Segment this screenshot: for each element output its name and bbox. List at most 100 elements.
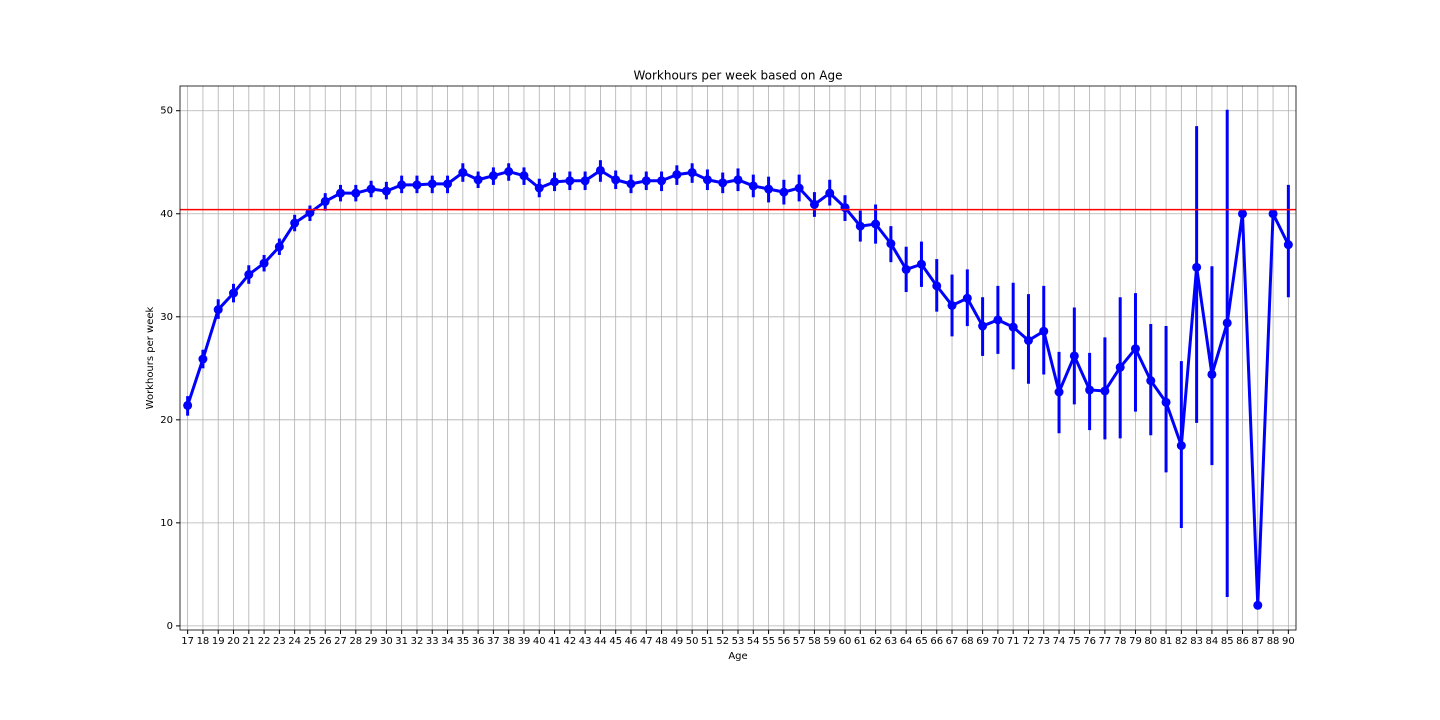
point — [886, 239, 896, 249]
x-tick-label: 41 — [548, 636, 561, 647]
x-tick-label: 32 — [411, 636, 424, 647]
point — [504, 167, 514, 177]
x-tick-label: 78 — [1114, 636, 1127, 647]
x-tick-label: 46 — [625, 636, 638, 647]
point — [351, 188, 361, 198]
x-tick-label: 57 — [793, 636, 806, 647]
point — [611, 175, 621, 185]
point — [840, 203, 850, 213]
plot-frame — [179, 85, 1297, 631]
point — [748, 181, 758, 191]
point — [183, 400, 193, 410]
point — [1146, 376, 1156, 386]
point — [443, 179, 453, 189]
x-tick-label: 83 — [1190, 636, 1203, 647]
point — [305, 208, 315, 218]
x-tick-label: 76 — [1083, 636, 1096, 647]
point — [519, 171, 529, 181]
x-tick-label: 21 — [242, 636, 255, 647]
point — [534, 183, 544, 193]
point — [687, 168, 697, 178]
point — [565, 176, 575, 186]
x-tick-label: 33 — [426, 636, 439, 647]
point — [794, 183, 804, 193]
point — [657, 176, 667, 186]
x-tick-label: 40 — [533, 636, 546, 647]
x-tick-label: 43 — [579, 636, 592, 647]
y-tick-label: 50 — [160, 106, 173, 117]
x-tick-label: 48 — [655, 636, 668, 647]
point — [1039, 326, 1049, 336]
point — [427, 179, 437, 189]
x-tick-label: 36 — [472, 636, 485, 647]
x-tick-label: 29 — [365, 636, 378, 647]
point — [901, 264, 911, 274]
x-tick-label: 60 — [839, 636, 852, 647]
x-tick-label: 49 — [670, 636, 683, 647]
point — [1192, 262, 1202, 272]
x-tick-label: 44 — [594, 636, 607, 647]
x-tick-label: 25 — [304, 636, 317, 647]
x-tick-label: 74 — [1053, 636, 1066, 647]
x-tick-label: 42 — [563, 636, 576, 647]
point — [1008, 322, 1018, 332]
x-tick-label: 64 — [900, 636, 913, 647]
x-tick-label: 82 — [1175, 636, 1188, 647]
point — [947, 300, 957, 310]
point — [595, 165, 605, 175]
point — [550, 177, 560, 187]
point — [1222, 318, 1232, 328]
x-tick-label: 58 — [808, 636, 821, 647]
x-tick-label: 23 — [273, 636, 286, 647]
point — [381, 186, 391, 196]
x-tick-label: 67 — [946, 636, 959, 647]
point — [259, 258, 269, 268]
x-tick-label: 59 — [823, 636, 836, 647]
point — [1268, 209, 1278, 219]
point — [626, 179, 636, 189]
x-tick-label: 88 — [1267, 636, 1280, 647]
point — [244, 270, 254, 280]
point — [1085, 385, 1095, 395]
point — [1237, 209, 1247, 219]
point — [672, 170, 682, 180]
point — [916, 259, 926, 269]
x-tick-label: 18 — [197, 636, 210, 647]
point — [290, 218, 300, 228]
point — [1253, 600, 1263, 610]
x-tick-label: 38 — [502, 636, 515, 647]
point — [1100, 386, 1110, 396]
x-tick-label: 53 — [732, 636, 745, 647]
point — [871, 219, 881, 229]
x-tick-label: 27 — [334, 636, 347, 647]
point — [718, 178, 728, 188]
y-tick-label: 40 — [160, 209, 173, 220]
point — [932, 281, 942, 291]
x-tick-label: 68 — [961, 636, 974, 647]
x-tick-label: 70 — [992, 636, 1005, 647]
x-tick-label: 56 — [777, 636, 790, 647]
point — [397, 180, 407, 190]
x-tick-label: 84 — [1206, 636, 1219, 647]
x-tick-label: 77 — [1099, 636, 1112, 647]
x-tick-label: 47 — [640, 636, 653, 647]
point — [458, 168, 468, 178]
point — [473, 175, 483, 185]
y-tick-label: 0 — [167, 621, 173, 632]
chart-title: Workhours per week based on Age — [633, 69, 842, 83]
x-tick-label: 62 — [869, 636, 882, 647]
x-tick-label: 90 — [1282, 636, 1295, 647]
x-tick-label: 39 — [518, 636, 531, 647]
point — [1115, 362, 1125, 372]
x-tick-label: 37 — [487, 636, 500, 647]
x-tick-label: 69 — [976, 636, 989, 647]
x-tick-label: 61 — [854, 636, 867, 647]
point — [336, 188, 346, 198]
x-tick-label: 86 — [1236, 636, 1249, 647]
x-tick-label: 55 — [762, 636, 775, 647]
point — [1130, 344, 1140, 354]
y-tick-label: 20 — [160, 415, 173, 426]
x-tick-label: 79 — [1129, 636, 1142, 647]
x-tick-label: 22 — [258, 636, 271, 647]
